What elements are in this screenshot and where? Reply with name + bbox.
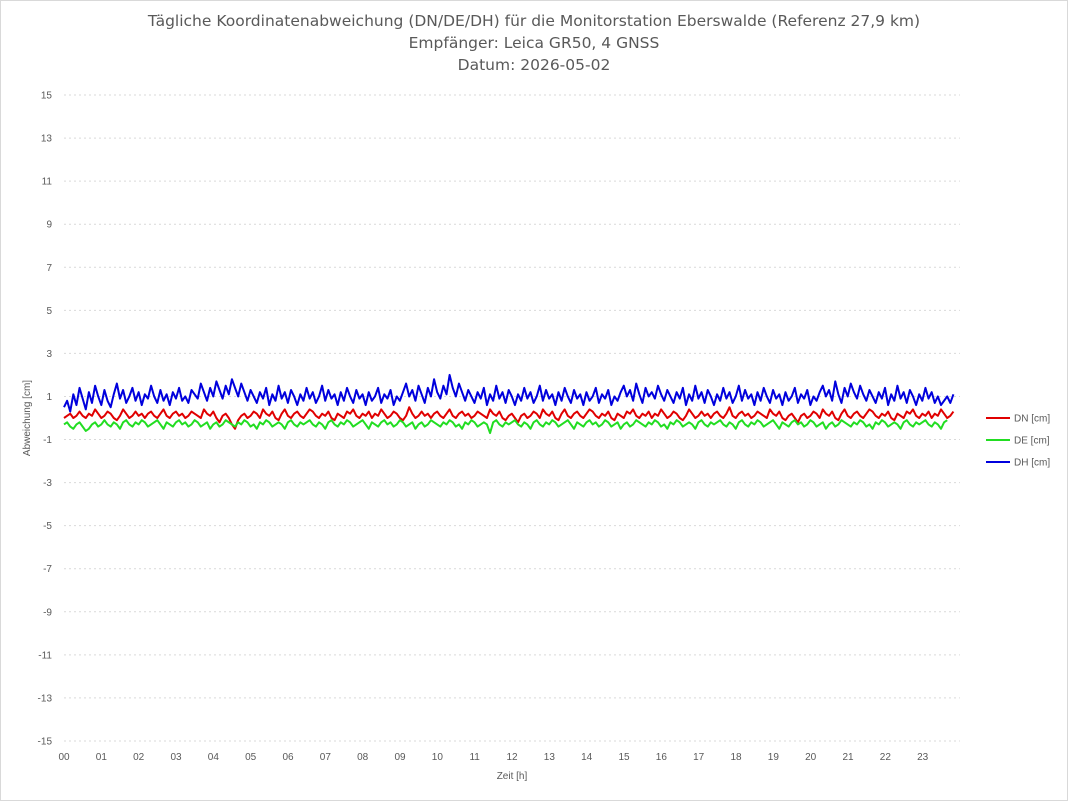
y-tick-label: -11 [38, 650, 52, 661]
chart-titles: Tägliche Koordinatenabweichung (DN/DE/DH… [0, 10, 1068, 76]
x-tick-labels: 00 01 02 03 04 05 06 07 08 09 10 11 12 13 14 15 16 17 18 19… [58, 752, 928, 763]
x-tick-label: 15 [618, 752, 630, 763]
y-tick-label: 1 [46, 392, 52, 403]
x-axis-title: Zeit [h] [497, 771, 528, 782]
x-tick-label: 00 [58, 752, 70, 763]
x-tick-label: 05 [245, 752, 257, 763]
y-tick-label: 13 [41, 134, 53, 145]
legend-label: DH [cm] [1014, 458, 1050, 469]
x-tick-label: 21 [842, 752, 854, 763]
y-tick-label: 3 [46, 349, 52, 360]
x-tick-label: 23 [917, 752, 929, 763]
grid-lines [64, 94, 960, 742]
x-tick-label: 08 [357, 752, 369, 763]
chart-title: Tägliche Koordinatenabweichung (DN/DE/DH… [147, 12, 921, 30]
y-tick-label: 15 [41, 91, 53, 102]
x-tick-label: 18 [730, 752, 742, 763]
y-tick-label: 9 [46, 220, 52, 231]
series-lines [63, 373, 955, 435]
x-tick-label: 06 [282, 752, 294, 763]
y-tick-labels: 15 13 11 9 7 5 3 1 -1 -3 -5 -7 -9 -11 -13 -15 [38, 91, 53, 748]
x-tick-label: 03 [170, 752, 182, 763]
x-tick-label: 09 [394, 752, 406, 763]
series-line-de [63, 419, 948, 435]
legend-label: DE [cm] [1014, 436, 1050, 447]
y-tick-label: -9 [43, 607, 52, 618]
y-tick-label: -15 [38, 737, 53, 748]
y-tick-label: 7 [46, 263, 52, 274]
chart-subtitle-date: Datum: 2026-05-02 [457, 56, 611, 74]
legend: DN [cm] DE [cm] DH [cm] [986, 414, 1050, 469]
legend-label: DN [cm] [1014, 414, 1050, 425]
x-tick-label: 07 [320, 752, 332, 763]
x-tick-label: 19 [768, 752, 780, 763]
x-tick-label: 17 [693, 752, 705, 763]
x-tick-label: 10 [432, 752, 444, 763]
x-tick-label: 13 [544, 752, 556, 763]
x-tick-label: 16 [656, 752, 668, 763]
series-line-dh [63, 373, 955, 413]
y-tick-label: -1 [43, 435, 52, 446]
x-tick-label: 22 [880, 752, 892, 763]
x-tick-label: 02 [133, 752, 145, 763]
y-tick-label: -7 [43, 564, 52, 575]
y-tick-label: -5 [43, 521, 52, 532]
y-tick-label: 5 [46, 306, 52, 317]
x-tick-label: 14 [581, 752, 593, 763]
chart-subtitle: Empfänger: Leica GR50, 4 GNSS [408, 34, 660, 52]
y-tick-label: 11 [42, 177, 53, 188]
x-tick-label: 04 [208, 752, 220, 763]
y-tick-label: -13 [38, 693, 53, 704]
x-tick-label: 11 [469, 752, 480, 763]
x-tick-label: 20 [805, 752, 817, 763]
y-axis-title: Abweichung [cm] [22, 380, 33, 456]
x-tick-label: 12 [506, 752, 518, 763]
y-tick-label: -3 [43, 478, 52, 489]
series-line-dn [63, 406, 955, 430]
x-tick-label: 01 [96, 752, 108, 763]
